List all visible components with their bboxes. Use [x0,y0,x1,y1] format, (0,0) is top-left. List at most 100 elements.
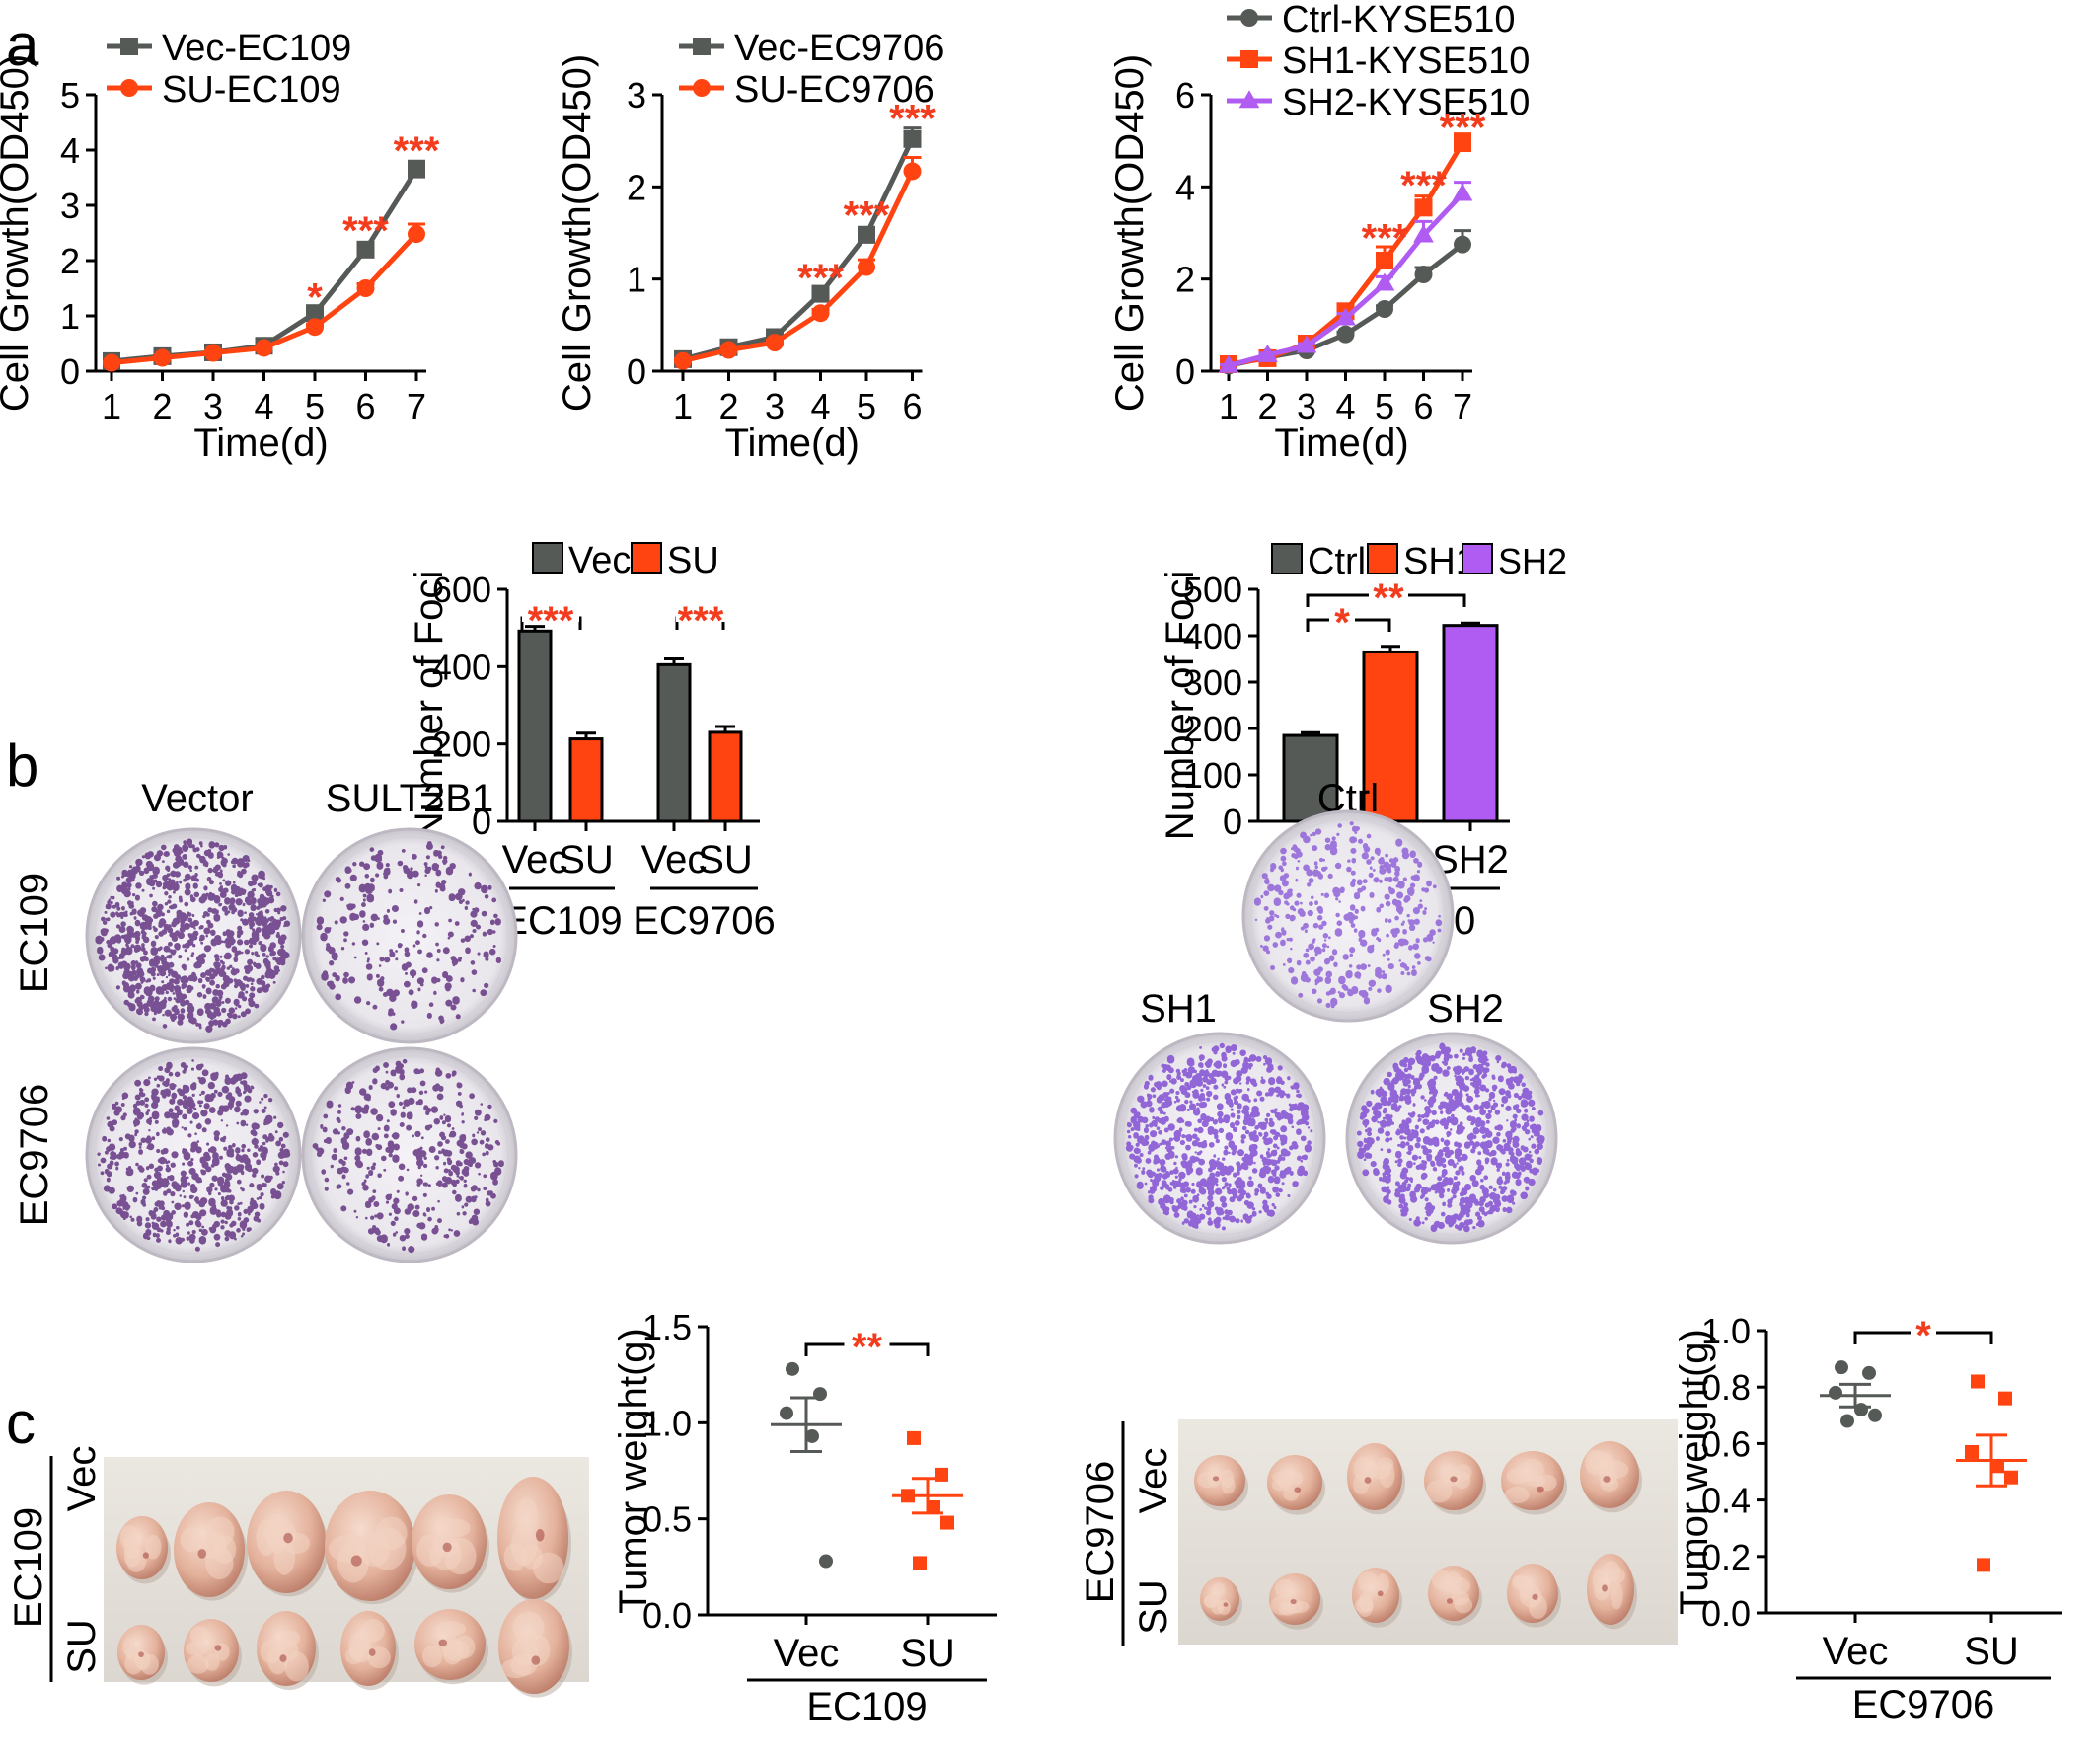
a1-legend-marker-0 [120,38,138,55]
b1-category-2: Vec [641,838,708,881]
b1-ytick-label-0: 0 [472,802,491,842]
a1-series-1-point-4 [306,318,324,337]
tumor-ec109-vec-1-spot [197,1549,207,1559]
a2-xlabel: Time(d) [725,421,860,465]
a3-series-0-point-4 [1376,300,1393,318]
dish-ec9706-sult2b1 [301,1046,518,1263]
a1-series-0-point-5 [356,240,375,259]
a3-legend-label-1: SH1-KYSE510 [1282,40,1530,82]
c1-series-0-point-2 [780,1406,793,1420]
tumor-ec109-vec-5 [497,1477,571,1602]
tumor-ec9706-vec-4-lobe-0 [1504,1487,1530,1504]
c1-ytick-label-3: 1.5 [642,1307,692,1347]
b1-category-1: SU [559,838,614,881]
tumor-ec109-su-1-lobe-0 [186,1641,209,1656]
tumor-ec109-su-0 [117,1625,168,1685]
tumor-ec9706-vec-4-lobe-4 [1506,1468,1530,1485]
tumor-ec9706-su-3 [1428,1566,1482,1626]
a3-xtick-label-6: 7 [1453,386,1472,426]
a1-series-1-point-3 [255,339,273,357]
dish-kyse510-ctrl [1241,809,1455,1023]
c2-series-1-point-4 [2004,1470,2018,1485]
c-right-row-vec: Vec [1132,1448,1175,1514]
b1-bar-0 [517,629,553,823]
tumor-ec109-su-5-spot [531,1655,541,1665]
b-row-label-ec109: EC109 [13,873,56,993]
b2-ytick-label-1: 100 [1183,755,1242,796]
tumor-ec9706-su-3-lobe-3 [1454,1596,1473,1614]
a3-ytick-label-1: 2 [1175,260,1195,300]
a1-xtick-label-4: 5 [305,386,325,426]
tumor-ec9706-vec-0-lobe-4 [1209,1470,1223,1482]
a1-xtick-label-0: 1 [102,386,121,426]
b2-legend-swatch-1 [1367,543,1398,574]
a3-legend-marker-2 [1238,90,1260,109]
b1-group-label-0: EC109 [501,899,622,943]
tumor-ec109-su-0-spot [138,1651,144,1657]
c2-ytick-label-4: 0.8 [1701,1367,1751,1408]
tumor-ec9706-vec-0-lobe-2 [1220,1469,1235,1489]
tumor-ec9706-su-1 [1269,1573,1323,1630]
a2-ylabel: Cell Growth(OD450) [556,54,599,412]
a3-sig-2: *** [1440,107,1486,150]
b1-sig-gap-0 [522,614,579,622]
b2-legend-swatch-2 [1462,543,1493,574]
a2-series-0-point-4 [858,225,875,244]
c1-series-0-point-3 [805,1428,819,1443]
a1-ytick-label-4: 4 [60,130,80,171]
tumor-ec9706-su-3-spot [1446,1598,1454,1604]
c2-series-0-point-4 [1868,1408,1882,1422]
tumor-ec109-su-3-spot [368,1648,376,1656]
a2-sig-0: *** [797,257,844,300]
a1-series-0-point-6 [408,160,425,179]
tumor-ec9706-vec-0 [1194,1455,1248,1511]
b1-sig-1: *** [678,599,724,643]
a3-series-0-point-6 [1454,235,1471,254]
tumor-ec9706-vec-1-lobe-4 [1272,1471,1291,1485]
tumor-ec109-vec-3-spot [350,1555,362,1567]
b1-ylabel: Number of Foci [408,571,451,840]
a1-xtick-label-6: 7 [407,386,426,426]
dish-ec109-sult2b1-rim [310,836,509,1035]
panel-label-a: a [6,12,39,78]
a1-series-1-point-1 [153,348,172,367]
b2-legend-swatch-0 [1271,543,1303,574]
a2-ytick-label-3: 3 [627,75,646,115]
b2-bar-0 [1282,733,1339,823]
b-col-label-vector: Vector [141,777,253,820]
tumor-ec109-vec-0-spot [142,1552,149,1559]
a3-xtick-label-4: 5 [1375,386,1394,426]
a2-xtick-label-3: 4 [810,386,830,426]
dish-ec9706-sult2b1-rim [310,1055,509,1255]
a3-xtick-label-2: 3 [1297,386,1316,426]
a1-ylabel: Cell Growth(OD450) [0,54,37,412]
c2-ytick-label-2: 0.4 [1701,1481,1751,1521]
b-col-label-sult2b1: SULT2B1 [326,777,493,820]
dish-kyse510-sh1-plate [1113,1032,1326,1245]
tumor-ec9706-su-5-lobe-2 [1594,1581,1610,1601]
a3-series-2-point-0 [1218,354,1239,373]
c1-sig-gap-0 [844,1340,890,1348]
tumor-ec109-su-4-lobe-4 [454,1635,476,1659]
c2-series-1-point-0 [1971,1374,1985,1389]
b1-ytick-label-1: 200 [432,725,491,765]
panel-label-b: b [6,732,38,799]
c1-ytick-label-1: 0.5 [642,1499,692,1540]
a3-legend-marker-0 [1240,9,1258,27]
c-left-row-su: SU [60,1619,104,1674]
tumor-ec109-su-1 [184,1619,242,1687]
tumor-ec9706-vec-3 [1424,1451,1486,1515]
dish-ec109-sult2b1-plate [301,827,518,1044]
tumor-ec109-vec-2-lobe-4 [273,1537,296,1575]
a2-legend-marker-0 [693,38,711,55]
tumor-ec109-vec-4-spot [442,1542,452,1553]
dish-kyse510-sh1 [1113,1032,1326,1245]
tumor-ec9706-su-0-lobe-3 [1211,1597,1225,1615]
c1-ylabel: Tumor weight(g) [612,1328,655,1614]
dish-ec9706-sult2b1-colonies [312,1058,504,1254]
a3-ylabel: Cell Growth(OD450) [1108,54,1152,412]
